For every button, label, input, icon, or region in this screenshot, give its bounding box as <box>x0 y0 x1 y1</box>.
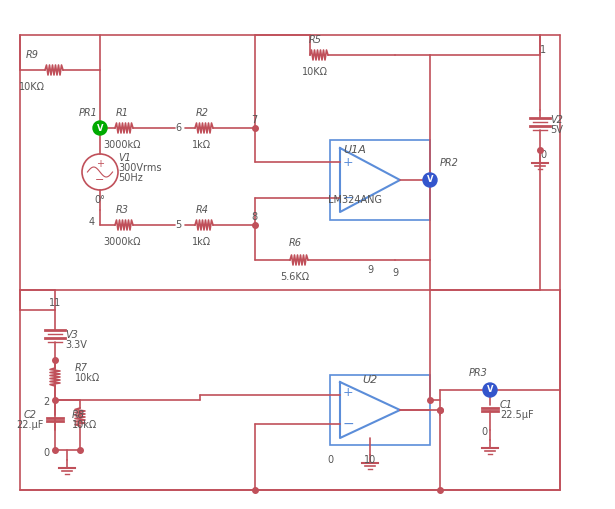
Circle shape <box>423 173 437 187</box>
Text: 5.6KΩ: 5.6KΩ <box>280 272 309 282</box>
Text: R1: R1 <box>116 108 129 118</box>
Text: +: + <box>96 159 104 169</box>
Text: +: + <box>343 156 353 168</box>
Text: 10KΩ: 10KΩ <box>302 67 328 77</box>
Text: V: V <box>427 176 433 184</box>
Text: R7: R7 <box>75 363 88 373</box>
Text: 10kΩ: 10kΩ <box>72 420 97 430</box>
Text: 8: 8 <box>251 212 257 222</box>
Text: U1A: U1A <box>344 145 367 155</box>
Text: V1: V1 <box>118 153 131 163</box>
Text: 9: 9 <box>392 268 398 278</box>
Text: 0: 0 <box>540 150 546 160</box>
Text: LM324ANG: LM324ANG <box>328 195 382 205</box>
Text: R6: R6 <box>288 238 301 248</box>
Text: 0: 0 <box>482 427 488 437</box>
Text: V: V <box>486 385 493 394</box>
Text: 6: 6 <box>175 123 181 133</box>
Text: −: − <box>342 417 354 431</box>
Text: V3: V3 <box>65 330 78 340</box>
Text: 50Hz: 50Hz <box>118 173 143 183</box>
Text: R5: R5 <box>309 35 322 45</box>
Text: 22.μF: 22.μF <box>17 420 44 430</box>
Text: 7: 7 <box>251 115 257 125</box>
Text: −: − <box>342 191 354 205</box>
Text: PR1: PR1 <box>79 108 97 118</box>
Text: R8: R8 <box>72 410 85 420</box>
Text: PR3: PR3 <box>469 368 488 378</box>
Text: 1: 1 <box>540 45 546 55</box>
Text: C1: C1 <box>500 400 513 410</box>
Text: 9: 9 <box>367 265 373 275</box>
Text: 300Vrms: 300Vrms <box>118 163 162 173</box>
Text: 4: 4 <box>89 217 95 227</box>
Text: R4: R4 <box>196 205 208 215</box>
Text: R9: R9 <box>25 50 39 60</box>
Text: 2: 2 <box>44 397 50 407</box>
Text: 5V: 5V <box>550 125 563 135</box>
Text: R3: R3 <box>116 205 129 215</box>
Text: 10: 10 <box>364 455 376 465</box>
Text: 3000kΩ: 3000kΩ <box>103 140 141 150</box>
Text: −: − <box>95 175 105 185</box>
Text: 0: 0 <box>44 448 50 458</box>
Text: 1kΩ: 1kΩ <box>192 237 212 247</box>
Text: 1kΩ: 1kΩ <box>192 140 212 150</box>
Text: 0°: 0° <box>95 195 105 205</box>
Text: 10kΩ: 10kΩ <box>75 373 100 383</box>
Text: V: V <box>97 124 103 132</box>
Text: +: + <box>343 386 353 400</box>
Text: 11: 11 <box>49 298 61 308</box>
Text: C2: C2 <box>23 410 36 420</box>
Text: U2: U2 <box>362 375 378 385</box>
Text: R2: R2 <box>196 108 208 118</box>
Text: 3000kΩ: 3000kΩ <box>103 237 141 247</box>
Text: 3.3V: 3.3V <box>65 340 87 350</box>
Text: 5: 5 <box>175 220 181 230</box>
Text: 22.5μF: 22.5μF <box>500 410 534 420</box>
Text: 0: 0 <box>327 455 333 465</box>
Circle shape <box>93 121 107 135</box>
Text: 10KΩ: 10KΩ <box>19 82 45 92</box>
Text: PR2: PR2 <box>440 158 459 168</box>
Circle shape <box>483 383 497 397</box>
Text: V2: V2 <box>550 115 563 125</box>
